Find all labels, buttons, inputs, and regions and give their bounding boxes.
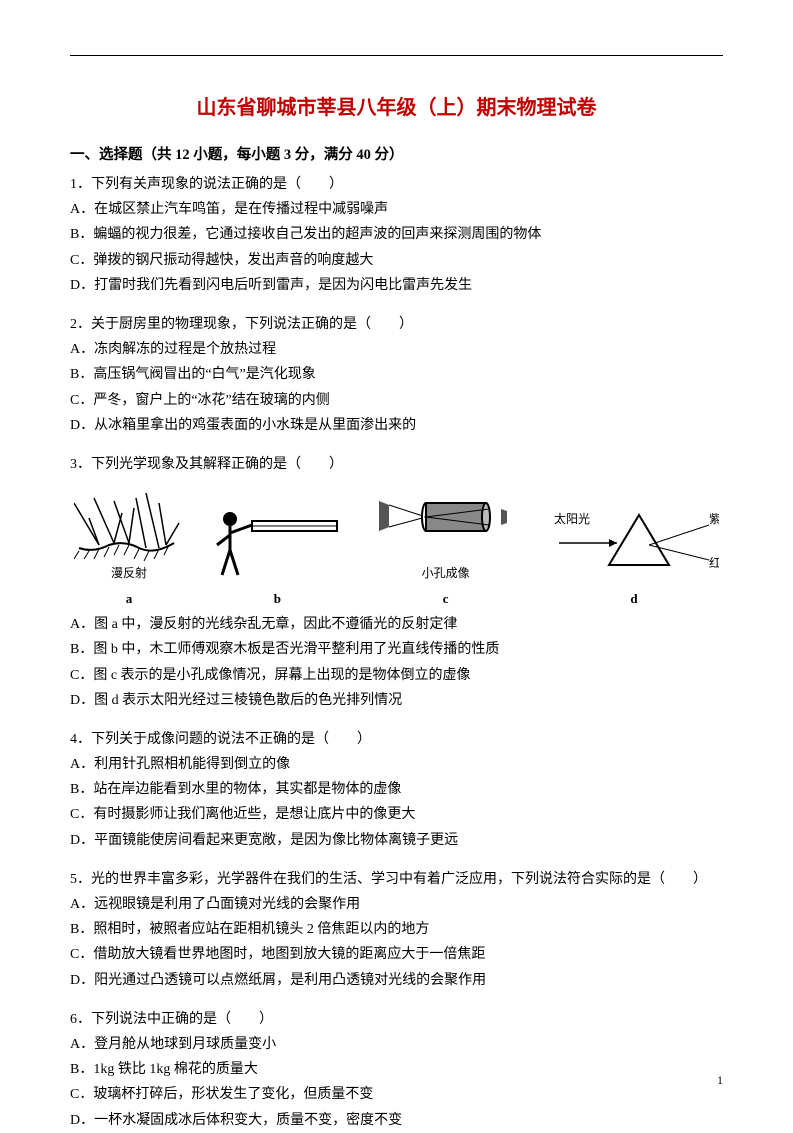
violet-label: 紫: [709, 512, 719, 526]
q5-stem: 5．光的世界丰富多彩，光学器件在我们的生活、学习中有着广泛应用，下列说法符合实际…: [70, 867, 723, 892]
prism-dispersion-icon: 太阳光 紫 红: [549, 505, 719, 585]
q1-stem: 1．下列有关声现象的说法正确的是（ ）: [70, 172, 723, 197]
figure-a-caption: 漫反射: [111, 563, 147, 585]
q3-figure-row: 漫反射 a b: [70, 483, 723, 610]
q2-option-b: B．高压锅气阀冒出的“白气”是汽化现象: [70, 362, 723, 387]
question-3: 3．下列光学现象及其解释正确的是（ ）: [70, 452, 723, 713]
figure-a: 漫反射 a: [74, 493, 184, 610]
question-4: 4．下列关于成像问题的说法不正确的是（ ） A．利用针孔照相机能得到倒立的像 B…: [70, 727, 723, 853]
question-6: 6．下列说法中正确的是（ ） A．登月舱从地球到月球质量变小 B．1kg 铁比 …: [70, 1007, 723, 1133]
question-2: 2．关于厨房里的物理现象，下列说法正确的是（ ） A．冻肉解冻的过程是个放热过程…: [70, 312, 723, 438]
q3-stem: 3．下列光学现象及其解释正确的是（ ）: [70, 452, 723, 477]
q4-option-b: B．站在岸边能看到水里的物体，其实都是物体的虚像: [70, 777, 723, 802]
q3-option-d: D．图 d 表示太阳光经过三棱镜色散后的色光排列情况: [70, 688, 723, 713]
q4-option-d: D．平面镜能使房间看起来更宽敞，是因为像比物体离镜子更远: [70, 828, 723, 853]
q5-option-c: C．借助放大镜看世界地图时，地图到放大镜的距离应大于一倍焦距: [70, 942, 723, 967]
q4-option-c: C．有时摄影师让我们离他近些，是想让底片中的像更大: [70, 802, 723, 827]
q3-option-c: C．图 c 表示的是小孔成像情况，屏幕上出现的是物体倒立的虚像: [70, 663, 723, 688]
q6-option-c: C．玻璃杯打碎后，形状发生了变化，但质量不变: [70, 1082, 723, 1107]
header-rule: [70, 55, 723, 56]
q4-option-a: A．利用针孔照相机能得到倒立的像: [70, 752, 723, 777]
q4-stem: 4．下列关于成像问题的说法不正确的是（ ）: [70, 727, 723, 752]
page-title: 山东省聊城市莘县八年级（上）期末物理试卷: [70, 90, 723, 126]
page-number: 1: [717, 1070, 723, 1092]
question-1: 1．下列有关声现象的说法正确的是（ ） A．在城区禁止汽车鸣笛，是在传播过程中减…: [70, 172, 723, 298]
q2-option-a: A．冻肉解冻的过程是个放热过程: [70, 337, 723, 362]
q5-option-b: B．照相时，被照者应站在距相机镜头 2 倍焦距以内的地方: [70, 917, 723, 942]
q3-option-b: B．图 b 中，木工师傅观察木板是否光滑平整利用了光直线传播的性质: [70, 637, 723, 662]
q2-option-d: D．从冰箱里拿出的鸡蛋表面的小水珠是从里面渗出来的: [70, 413, 723, 438]
figure-d-label: d: [630, 587, 637, 610]
q2-stem: 2．关于厨房里的物理现象，下列说法正确的是（ ）: [70, 312, 723, 337]
figure-a-label: a: [126, 587, 133, 610]
red-label: 红: [709, 555, 719, 570]
q5-option-d: D．阳光通过凸透镜可以点燃纸屑，是利用凸透镜对光线的会聚作用: [70, 968, 723, 993]
figure-c: 小孔成像 c: [371, 483, 521, 610]
section-heading: 一、选择题（共 12 小题，每小题 3 分，满分 40 分）: [70, 142, 723, 168]
sun-label: 太阳光: [554, 511, 590, 526]
carpenter-sighting-icon: [212, 505, 342, 585]
q6-stem: 6．下列说法中正确的是（ ）: [70, 1007, 723, 1032]
q1-option-a: A．在城区禁止汽车鸣笛，是在传播过程中减弱噪声: [70, 197, 723, 222]
q6-option-d: D．一杯水凝固成冰后体积变大，质量不变，密度不变: [70, 1108, 723, 1133]
q1-option-b: B．蝙蝠的视力很差，它通过接收自己发出的超声波的回声来探测周围的物体: [70, 222, 723, 247]
q3-option-a: A．图 a 中，漫反射的光线杂乱无章，因此不遵循光的反射定律: [70, 612, 723, 637]
q1-option-d: D．打雷时我们先看到闪电后听到雷声，是因为闪电比雷声先发生: [70, 273, 723, 298]
q2-option-c: C．严冬，窗户上的“冰花”结在玻璃的内侧: [70, 388, 723, 413]
q5-option-a: A．远视眼镜是利用了凸面镜对光线的会聚作用: [70, 892, 723, 917]
figure-c-caption: 小孔成像: [422, 563, 470, 585]
pinhole-imaging-icon: [371, 483, 521, 563]
q6-option-b: B．1kg 铁比 1kg 棉花的质量大: [70, 1057, 723, 1082]
q6-option-a: A．登月舱从地球到月球质量变小: [70, 1032, 723, 1057]
q1-option-c: C．弹拨的钢尺振动得越快，发出声音的响度越大: [70, 248, 723, 273]
figure-b-label: b: [274, 587, 281, 610]
figure-c-label: c: [443, 587, 449, 610]
figure-d: 太阳光 紫 红 d: [549, 505, 719, 610]
question-5: 5．光的世界丰富多彩，光学器件在我们的生活、学习中有着广泛应用，下列说法符合实际…: [70, 867, 723, 993]
figure-b: b: [212, 505, 342, 610]
diffuse-reflection-icon: [74, 493, 184, 563]
